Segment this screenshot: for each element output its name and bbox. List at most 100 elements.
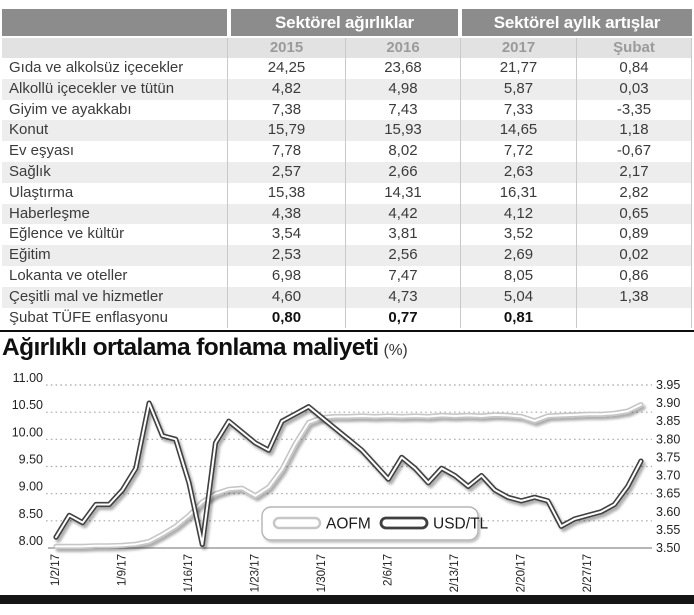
y-axis-label-left: 10.50	[12, 398, 43, 412]
row-value: 7,72	[460, 141, 576, 162]
column-header: 2015	[227, 38, 345, 58]
row-label: Haberleşme	[9, 204, 90, 222]
row-value: 0,89	[576, 224, 692, 246]
row-label: Alkollü içecekler ve tütün	[9, 79, 175, 97]
table-row: Ulaştırma 15,38 14,31 16,31 2,82	[2, 182, 692, 204]
x-axis-label: 1/16/17	[183, 554, 195, 592]
aofm-line-core	[55, 403, 642, 548]
group-header-weights: Sektörel ağırlıklar	[231, 9, 458, 36]
x-axis-label: 2/13/17	[449, 554, 461, 592]
row-value: 7,43	[345, 99, 460, 121]
x-axis-label: 1/30/17	[316, 554, 328, 592]
row-value: 15,93	[345, 120, 460, 142]
row-value: 4,60	[227, 286, 345, 308]
row-value: -0,67	[576, 141, 692, 162]
row-value: 15,38	[227, 182, 345, 204]
y-axis-label-right: 3.70	[656, 469, 680, 483]
row-value: 6,98	[227, 265, 345, 287]
row-value: -3,35	[576, 99, 692, 121]
column-header: 2016	[345, 38, 460, 58]
group-header-spacer	[2, 9, 227, 36]
row-value: 16,31	[460, 182, 576, 204]
funding-cost-chart: 11.00 10.50 10.00 9.50 9.00 8.50 8.00 3.95 3.90 3…	[12, 371, 681, 592]
column-header: Şubat	[576, 38, 692, 58]
x-axis-label: 1/2/17	[50, 554, 62, 586]
row-value: 7,33	[460, 99, 576, 121]
y-axis-label-left: 9.50	[19, 453, 43, 467]
x-axis-label: 2/27/17	[582, 554, 594, 592]
row-value: 1,38	[576, 286, 692, 308]
y-axis-label-right: 3.85	[656, 414, 680, 428]
row-value: 4,73	[345, 286, 460, 308]
row-value: 7,38	[227, 99, 345, 121]
row-value: 2,82	[576, 182, 692, 204]
row-value: 0,03	[576, 78, 692, 100]
row-label: Ulaştırma	[9, 183, 74, 201]
row-label: Sağlık	[9, 162, 51, 180]
table-row: Eğitim 2,53 2,56 2,69 0,02	[2, 245, 692, 266]
table-bottom-divider	[0, 330, 694, 333]
row-label: Şubat TÜFE enflasyonu	[9, 308, 168, 326]
y-axis-label-left: 8.50	[19, 507, 43, 521]
row-value: 0,81	[460, 307, 576, 329]
bottom-rule-bar	[0, 595, 694, 604]
y-axis-label-left: 8.00	[19, 534, 43, 548]
table-row: Haberleşme 4,38 4,42 4,12 0,65	[2, 203, 692, 225]
table-row: Alkollü içecekler ve tütün 4,82 4,98 5,87 0,…	[2, 78, 692, 100]
row-value: 0,80	[227, 307, 345, 329]
y-axis-label-right: 3.55	[656, 523, 680, 537]
y-axis-label-right: 3.75	[656, 450, 680, 464]
row-label: Konut	[9, 121, 49, 139]
y-axis-label-right: 3.50	[656, 541, 680, 555]
row-value: 1,18	[576, 120, 692, 142]
sector-table: Sektörel ağırlıklar Sektörel aylık artışl…	[2, 9, 692, 329]
row-label: Eğitim	[9, 246, 51, 264]
row-label: Çeşitli mal ve hizmetler	[9, 287, 164, 305]
table-column-header-row: 2015 2016 2017 Şubat	[2, 38, 692, 58]
row-value: 5,87	[460, 78, 576, 100]
y-axis-label-right: 3.60	[656, 505, 680, 519]
table-row: Sağlık 2,57 2,66 2,63 2,17	[2, 161, 692, 183]
row-value: 8,02	[345, 141, 460, 162]
row-value: 7,78	[227, 141, 345, 162]
x-axis-label: 2/6/17	[382, 554, 394, 586]
legend-box	[261, 506, 479, 541]
y-axis-label-right: 3.95	[656, 378, 680, 392]
table-row: Çeşitli mal ve hizmetler 4,60 4,73 5,04 1,38	[2, 286, 692, 308]
row-value: 5,04	[460, 286, 576, 308]
row-value: 0,84	[576, 58, 692, 79]
table-group-header-row: Sektörel ağırlıklar Sektörel aylık artışl…	[2, 9, 692, 36]
row-value: 2,56	[345, 245, 460, 266]
row-value: 15,79	[227, 120, 345, 142]
row-value: 21,77	[460, 58, 576, 79]
table-row: Konut 15,79 15,93 14,65 1,18	[2, 120, 692, 142]
row-label: Giyim ve ayakkabı	[9, 100, 132, 118]
row-value: 2,17	[576, 161, 692, 183]
row-value: 4,98	[345, 78, 460, 100]
y-axis-label-left: 11.00	[13, 371, 43, 385]
chart-title-unit: (%)	[383, 342, 408, 359]
usdtl-legend-label: USD/TL	[433, 516, 489, 533]
row-value: 4,38	[227, 203, 345, 225]
row-value: 2,63	[460, 161, 576, 183]
table-row: Eğlence ve kültür 3,54 3,81 3,52 0,89	[2, 224, 692, 246]
row-value	[576, 307, 692, 329]
row-value: 24,25	[227, 58, 345, 79]
aofm-legend-swatch	[272, 516, 322, 530]
row-value: 3,52	[460, 224, 576, 246]
chart-title-text: Ağırlıklı ortalama fonlama maliyeti	[2, 334, 379, 361]
legend: AOFM USD/TL	[261, 506, 489, 541]
row-value: 23,68	[345, 58, 460, 79]
row-value: 0,02	[576, 245, 692, 266]
y-axis-label-left: 9.00	[19, 480, 43, 494]
row-value: 2,53	[227, 245, 345, 266]
usdtl-legend-swatch	[379, 516, 429, 530]
row-value: 7,47	[345, 265, 460, 287]
aofm-legend-label: AOFM	[326, 516, 371, 533]
chart-title: Ağırlıklı ortalama fonlama maliyeti (%)	[2, 334, 408, 362]
table-row: Lokanta ve oteller 6,98 7,47 8,05 0,86	[2, 265, 692, 287]
usdtl-line-core	[55, 402, 642, 546]
row-label: Gıda ve alkolsüz içecekler	[9, 59, 184, 76]
row-value: 14,65	[460, 120, 576, 142]
